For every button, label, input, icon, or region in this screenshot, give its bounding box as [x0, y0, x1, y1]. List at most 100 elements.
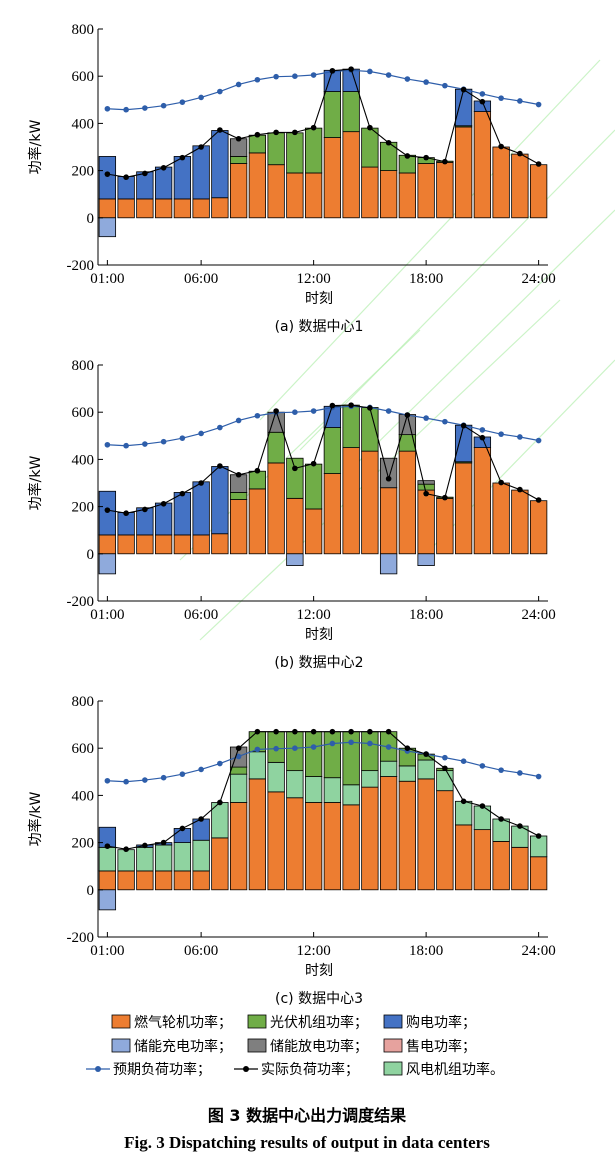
bar-pv: [229, 766, 248, 775]
bar-gas: [211, 533, 229, 555]
legend-swatch-ess_discharge: [247, 1038, 267, 1053]
expected-load-point: [423, 79, 429, 85]
actual-load-point: [423, 154, 429, 161]
bar-gas: [492, 482, 510, 555]
actual-load-point: [367, 405, 373, 411]
bar-pv: [323, 427, 342, 474]
expected-load-point: [254, 412, 261, 419]
actual-load-point: [535, 161, 542, 167]
actual-load-point: [142, 506, 148, 513]
actual-load-point: [310, 460, 317, 467]
expected-load-point: [535, 101, 542, 108]
expected-load-point: [385, 408, 392, 414]
expected-load-point: [160, 774, 167, 781]
bar-gas: [192, 870, 210, 891]
actual-load-point: [404, 153, 411, 159]
actual-load-point: [404, 412, 411, 418]
actual-load-point: [385, 475, 392, 482]
expected-load-point: [273, 73, 279, 80]
bar-gas: [229, 499, 248, 555]
bar-gas: [529, 164, 548, 219]
bar-ess_discharge: [379, 457, 398, 489]
x-axis-label: 时刻: [305, 291, 333, 307]
bar-pv: [342, 91, 360, 133]
actual-load-point: [423, 751, 429, 757]
x-tick-label: 24:00: [522, 271, 556, 287]
bar-gas: [473, 111, 492, 219]
expected-load-point: [160, 438, 167, 445]
expected-load-point: [498, 95, 504, 101]
x-tick-label: 24:00: [522, 607, 556, 623]
bar-grid_buy: [192, 481, 210, 536]
actual-load-point: [123, 510, 129, 517]
actual-load-point: [179, 490, 186, 497]
legend-label-gas: 燃气轮机功率；: [134, 1014, 232, 1031]
bar-pv: [248, 134, 267, 154]
expected-load-point: [142, 777, 148, 783]
bar-pv: [229, 156, 248, 164]
bar-gas: [136, 534, 154, 555]
x-tick-label: 01:00: [90, 271, 124, 287]
watermark-line-0: [259, 59, 601, 421]
bar-gas: [229, 802, 248, 891]
legend-label-ess_discharge: 储能放电功率；: [270, 1038, 368, 1055]
bar-gas: [342, 131, 360, 219]
bar-pv: [361, 731, 379, 772]
bar-gas: [136, 870, 154, 891]
bar-ess_charge: [379, 553, 398, 575]
bar-gas: [529, 856, 548, 891]
legend-label-actual: 实际负荷功率；: [261, 1061, 359, 1078]
panel-subtitle: (b) 数据中心2: [274, 655, 363, 671]
x-tick-label: 06:00: [184, 607, 218, 623]
bar-gas: [98, 534, 117, 555]
legend-swatch-pv: [247, 1014, 267, 1029]
x-tick-label: 01:00: [90, 607, 124, 623]
actual-load-point: [442, 158, 448, 165]
x-tick-label: 06:00: [184, 943, 218, 959]
actual-load-point: [198, 480, 204, 486]
bar-wind: [117, 849, 135, 872]
y-tick-label: 200: [72, 164, 95, 180]
actual-load-point: [460, 86, 467, 93]
y-tick-label: -200: [67, 258, 95, 274]
actual-load-point: [479, 98, 486, 105]
legend-marker-expected: [95, 1066, 101, 1072]
actual-load-point: [142, 842, 148, 849]
panel-subtitle: (a) 数据中心1: [275, 319, 364, 335]
actual-load-point: [217, 127, 223, 133]
expected-load-point: [498, 767, 504, 773]
bar-gas: [229, 163, 248, 219]
bar-wind: [136, 846, 154, 872]
legend-label-ess_charge: 储能充电功率；: [134, 1038, 232, 1055]
actual-load-point: [292, 728, 298, 735]
bar-ess_charge: [98, 889, 117, 911]
bar-pv: [267, 431, 285, 464]
expected-load-point: [142, 441, 148, 447]
expected-load-point: [498, 431, 504, 437]
bar-wind: [192, 839, 210, 872]
actual-load-point: [423, 490, 429, 497]
expected-load-point: [348, 739, 354, 746]
bar-gas: [192, 198, 210, 219]
actual-load-point: [535, 497, 542, 503]
actual-load-point: [198, 816, 204, 822]
expected-load-point: [535, 437, 542, 444]
actual-load-point: [123, 174, 129, 181]
bar-wind: [454, 800, 473, 826]
bar-gas: [248, 778, 267, 891]
bar-gas: [342, 804, 360, 891]
bar-wind: [398, 765, 417, 782]
expected-load-point: [179, 771, 186, 777]
actual-load-point: [498, 143, 504, 150]
actual-load-point: [160, 500, 167, 507]
expected-load-point: [217, 424, 223, 431]
bar-wind: [323, 777, 342, 803]
x-tick-label: 12:00: [297, 271, 331, 287]
expected-load-point: [123, 442, 129, 449]
x-tick-label: 12:00: [297, 943, 331, 959]
bar-gas: [361, 786, 379, 891]
bar-gas: [154, 198, 173, 219]
actual-load-point: [460, 422, 467, 429]
